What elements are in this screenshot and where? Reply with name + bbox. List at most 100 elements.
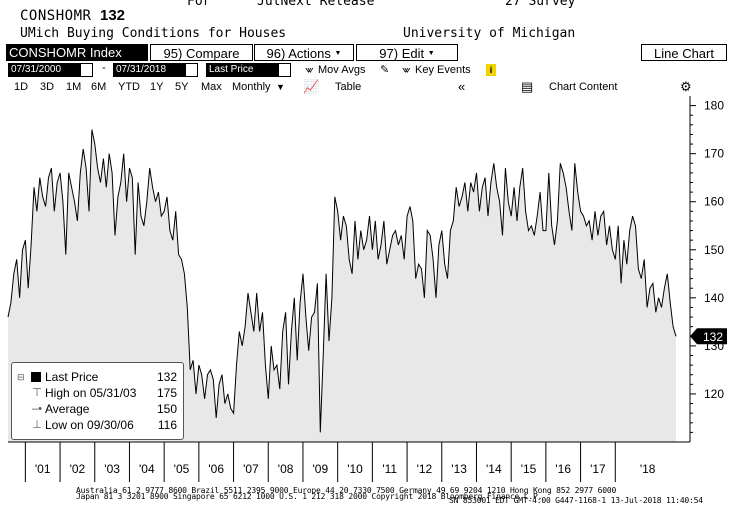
- chart-legend[interactable]: ⊟ Last Price 132 ⊤ High on 05/31/03 175 …: [11, 362, 184, 440]
- footer-line-1: Australia 61 2 9777 8600 Brazil 5511 239…: [76, 486, 617, 495]
- frequency-select[interactable]: Monthly: [232, 81, 271, 93]
- key-events-button[interactable]: Key Events: [415, 64, 471, 76]
- actions-number: 96): [266, 46, 286, 61]
- x-tick-label: '02: [70, 462, 86, 476]
- security-header: CONSHOMR 132 For JulNext Release 27 Surv…: [0, 0, 735, 44]
- last-value-label: 132: [703, 330, 723, 344]
- legend-low-label: Low on 09/30/06: [45, 418, 134, 432]
- caret-down-icon[interactable]: ▼: [276, 82, 285, 92]
- x-tick-label: '14: [486, 462, 502, 476]
- table-button[interactable]: Table: [335, 81, 362, 93]
- legend-swatch: [31, 372, 41, 382]
- start-date-input[interactable]: 07/31/2000: [8, 63, 80, 77]
- collapse-icon[interactable]: ⊟: [17, 372, 25, 382]
- legend-last-price-value: 132: [156, 370, 177, 384]
- index-label[interactable]: CONSHOMR Index: [6, 44, 148, 61]
- command-toolbar: CONSHOMR Index 95) Compare 96) Actions ▼…: [0, 44, 735, 62]
- end-date-input[interactable]: 07/31/2018: [113, 63, 185, 77]
- caret-down-icon: ▼: [427, 50, 435, 57]
- compare-label: Compare: [185, 46, 240, 61]
- edit-number: 97): [379, 46, 399, 61]
- last-value-marker: [690, 328, 727, 345]
- timeframe-1m[interactable]: 1M: [66, 81, 82, 93]
- field-dropdown[interactable]: [278, 63, 291, 77]
- collapse-left-icon[interactable]: «: [458, 79, 466, 94]
- legend-low-value: 116: [157, 418, 177, 432]
- compare-button[interactable]: 95) Compare: [150, 44, 253, 61]
- settings-gear-icon[interactable]: ⚙: [680, 79, 692, 94]
- field-select[interactable]: Last Price: [206, 63, 278, 77]
- timeframe-1y[interactable]: 1Y: [150, 81, 164, 93]
- timeframe-max[interactable]: Max: [201, 81, 222, 93]
- legend-last-price-label: Last Price: [45, 370, 99, 384]
- timeframe-ytd[interactable]: YTD: [118, 81, 140, 93]
- compare-number: 95): [163, 46, 183, 61]
- x-tick-label: '16: [555, 462, 571, 476]
- line-chart-icon[interactable]: 📈: [303, 79, 320, 94]
- chart-content-icon: ▤: [521, 79, 534, 94]
- x-tick-label: '07: [243, 462, 259, 476]
- x-axis: '01 '02 '03 '04 '05 '06 '07 '08 '09 '10 '11 '12 '13 '…: [8, 441, 690, 482]
- x-tick-label: '09: [312, 462, 328, 476]
- end-date-calendar[interactable]: [185, 63, 198, 77]
- x-tick-label: '05: [174, 462, 190, 476]
- legend-high-value: 175: [156, 386, 177, 400]
- key-events-icon: ⩖: [402, 64, 411, 76]
- x-tick-label: '17: [590, 462, 606, 476]
- price-line: [7, 129, 677, 433]
- y-tick-label: 180: [704, 99, 724, 113]
- legend-low: ⊥ Low on 09/30/06 116: [12, 417, 183, 433]
- timeframe-1d[interactable]: 1D: [14, 81, 29, 93]
- high-marker-icon: ⊤: [32, 387, 42, 399]
- edit-button[interactable]: 97) Edit ▼: [356, 44, 458, 61]
- average-marker-icon: –•: [32, 403, 42, 415]
- data-source: University of Michigan: [403, 26, 576, 41]
- actions-label: Actions: [288, 46, 331, 61]
- last-value-tag: 132: [690, 328, 727, 345]
- legend-average-label: Average: [45, 402, 90, 416]
- timeframe-bar: 1D 3D 1M 6M YTD 1Y 5Y Max Monthly ▼ 📈 Ta…: [0, 79, 735, 95]
- x-tick-label: '15: [521, 462, 537, 476]
- y-tick-label: 150: [704, 243, 724, 257]
- actions-button[interactable]: 96) Actions ▼: [254, 44, 354, 61]
- low-marker-icon: ⊥: [32, 419, 42, 431]
- chart-type-button[interactable]: Line Chart: [641, 44, 727, 61]
- start-date-calendar[interactable]: [80, 63, 93, 77]
- x-tick-label: '08: [278, 462, 294, 476]
- y-tick-label: 160: [704, 195, 724, 209]
- legend-high: ⊤ High on 05/31/03 175: [12, 385, 183, 401]
- info-icon[interactable]: i: [486, 64, 496, 76]
- x-tick-label: '04: [139, 462, 155, 476]
- date-range-bar: 07/31/2000 - 07/31/2018 Last Price ⩖ Mov…: [0, 62, 735, 78]
- x-tick-label: '13: [451, 462, 467, 476]
- last-value: 132: [100, 7, 126, 24]
- legend-average: –• Average 150: [12, 401, 183, 417]
- date-range-dash: -: [102, 62, 106, 74]
- footer-contacts: Australia 61 2 9777 8600 Brazil 5511 239…: [0, 484, 735, 518]
- x-tick-label: '06: [208, 462, 224, 476]
- x-tick-label: '03: [104, 462, 120, 476]
- timeframe-6m[interactable]: 6M: [91, 81, 107, 93]
- footer-line-3: SN 853001 EDT GMT-4:00 G447-1168-1 13-Ju…: [449, 496, 703, 505]
- chart-content-button[interactable]: Chart Content: [549, 81, 618, 93]
- series-description: UMich Buying Conditions for Houses: [20, 26, 287, 41]
- legend-last-price: ⊟ Last Price 132: [12, 369, 183, 385]
- footer-line-2: Japan 81 3 3201 8900 Singapore 65 6212 1…: [76, 492, 543, 501]
- x-tick-label: '18: [640, 462, 656, 476]
- edit-label: Edit: [401, 46, 425, 61]
- header-cut-text-1: For: [187, 0, 211, 9]
- ticker-symbol: CONSHOMR: [20, 8, 92, 24]
- timeframe-3d[interactable]: 3D: [40, 81, 55, 93]
- pencil-icon[interactable]: ✎: [380, 64, 390, 76]
- timeframe-5y[interactable]: 5Y: [175, 81, 189, 93]
- y-tick-label: 170: [704, 147, 724, 161]
- y-tick-label: 120: [704, 387, 724, 401]
- mov-avgs-button[interactable]: Mov Avgs: [318, 64, 366, 76]
- y-tick-label: 140: [704, 291, 724, 305]
- x-tick-label: '11: [382, 462, 397, 476]
- x-tick-label: '12: [417, 462, 433, 476]
- x-tick-label: '01: [35, 462, 51, 476]
- caret-down-icon: ▼: [334, 50, 342, 57]
